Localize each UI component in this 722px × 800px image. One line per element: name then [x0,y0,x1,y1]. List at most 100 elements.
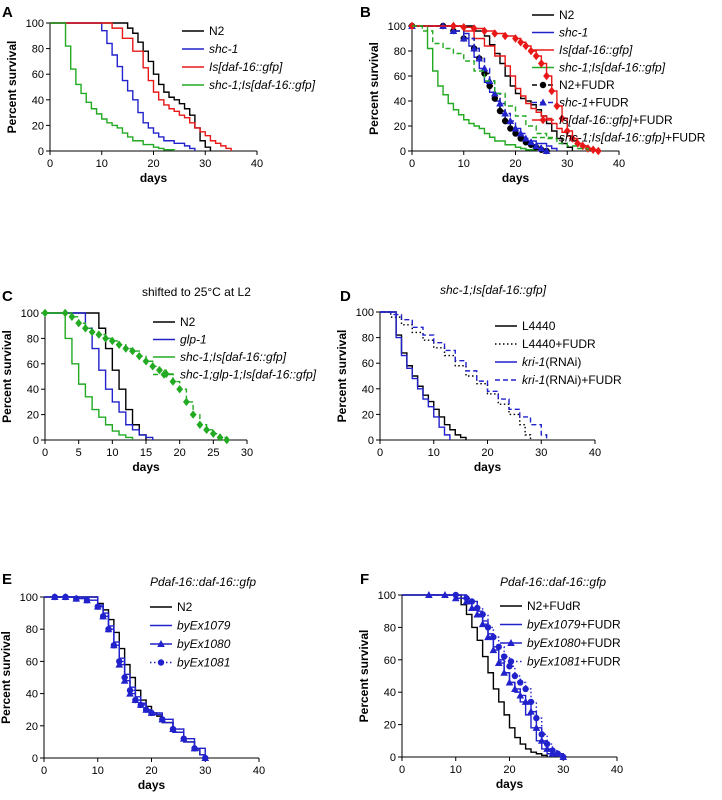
x-tick-label: 15 [140,447,152,459]
data-point [517,679,524,686]
y-tick-label: 100 [21,308,39,320]
y-tick-label: 80 [384,622,396,634]
legend-entry: byEx1080+FUDR [527,636,621,650]
x-tick-label: 20 [509,158,521,170]
series-shc-1-fudr [408,22,551,154]
y-tick-label: 80 [27,333,39,345]
y-tick-label: 40 [394,96,406,108]
data-point [490,633,497,641]
x-tick-label: 10 [106,447,118,459]
y-tick-label: 60 [362,358,374,370]
legend-entry: shc-1;Is[daf-16::gfp] [559,61,666,75]
data-point [159,716,166,723]
data-point [478,620,487,628]
data-point [516,129,525,137]
y-tick-label: 0 [368,435,374,447]
data-point [203,425,210,435]
series-byex1080-fudr [425,591,568,760]
y-tick-label: 40 [32,95,44,107]
data-point [491,89,499,97]
data-point [156,365,163,375]
data-point [486,82,493,90]
x-tick-label: 0 [42,447,48,459]
data-point [470,24,478,33]
x-axis-label: days [132,460,160,474]
y-tick-label: 60 [27,359,39,371]
data-point [463,595,470,602]
data-point [51,593,58,601]
data-point [121,674,128,681]
x-tick-label: 0 [409,158,415,170]
data-point [75,318,83,328]
survival-curve [50,22,196,151]
x-tick-label: 40 [251,158,263,170]
panel-b: B 0 20 40 60 80 100 0 10 20 30 40 days Percent surviv… [360,4,706,185]
panel-note: shifted to 25°C at L2 [142,285,251,299]
y-tick-label: 0 [32,753,38,765]
y-tick-label: 20 [27,410,39,422]
legend-entry: N2+FUDR [559,78,615,92]
data-point [115,340,123,349]
data-point [489,646,498,654]
x-tick-label: 30 [561,158,573,170]
data-point [191,745,198,752]
series-kri-1-rnai- [380,311,451,440]
y-axis-label: Percent survival [357,630,371,723]
data-point [521,697,530,705]
data-point [452,591,459,599]
data-point [41,308,49,318]
data-point [189,410,197,419]
series-byex1081 [51,593,209,762]
survival-curve [402,594,548,757]
survival-curve [50,22,232,151]
data-point [459,34,468,42]
legend-entry: byEx1081+FUDR [527,655,621,669]
data-point [532,51,540,61]
data-point [62,593,69,601]
data-point [501,109,509,117]
legend-marker [539,98,547,106]
survival-curve [50,22,175,151]
x-tick-label: 0 [377,447,383,459]
data-point [480,64,489,72]
data-point [129,346,136,356]
panel-note: Pdaf-16::daf-16::gfp [150,575,256,589]
y-tick-label: 100 [378,590,396,602]
data-point [522,134,530,142]
series-is-daf-16-gfp- [412,25,594,151]
data-point [470,44,478,52]
data-point [501,117,509,125]
y-tick-label: 40 [27,384,39,396]
panel-label: C [2,288,13,305]
data-point [491,95,498,102]
x-tick-label: 10 [96,158,108,170]
data-point [460,23,468,32]
data-point [512,34,519,43]
legend-marker [160,370,168,379]
series-n2 [50,22,212,151]
x-tick-label: 0 [47,158,53,170]
data-point [589,145,597,154]
series-shc-1-is-daf-16-gfp- [45,312,134,440]
panel-a: A 0 20 40 60 80 100 0 10 20 30 40 days Percent surviv… [2,4,316,185]
y-tick-label: 20 [384,720,396,732]
data-point [142,357,150,366]
data-point [99,613,107,620]
data-point [169,377,177,386]
data-point [180,735,187,742]
data-point [449,27,458,34]
x-tick-label: 20 [481,447,493,459]
y-tick-label: 80 [394,46,406,58]
x-tick-label: 30 [199,158,211,170]
legend-entry: byEx1079 [177,619,231,633]
data-point [543,740,551,748]
data-point [479,611,486,618]
x-tick-label: 40 [613,158,625,170]
data-point [505,678,514,686]
legend-entry: shc-1;Is[daf-16::gfp] [180,350,287,364]
y-tick-label: 60 [384,655,396,667]
